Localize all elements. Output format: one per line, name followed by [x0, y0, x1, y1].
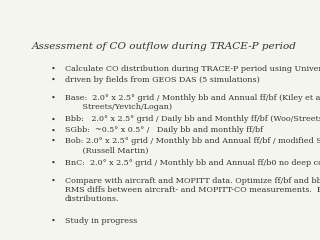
Text: Bob: 2.0° x 2.5° grid / Monthly bb and Annual ff/bf / modified Spivakovsky OH
  : Bob: 2.0° x 2.5° grid / Monthly bb and A… [65, 137, 320, 155]
Text: driven by fields from GEOS DAS (5 simulations): driven by fields from GEOS DAS (5 simula… [65, 76, 260, 84]
Text: SGbb:  ~0.5° x 0.5° /   Daily bb and monthly ff/bf: SGbb: ~0.5° x 0.5° / Daily bb and monthl… [65, 126, 263, 134]
Text: •: • [51, 159, 56, 167]
Text: Compare with aircraft and MOPITT data. Optimize ff/bf and bb sources (minimizing: Compare with aircraft and MOPITT data. O… [65, 177, 320, 204]
Text: Bbb:   2.0° x 2.5° grid / Daily bb and Monthly ff/bf (Woo/Streets/Kiley): Bbb: 2.0° x 2.5° grid / Daily bb and Mon… [65, 115, 320, 123]
Text: •: • [51, 177, 56, 185]
Text: •: • [51, 94, 56, 102]
Text: •: • [51, 115, 56, 123]
Text: •: • [51, 65, 56, 73]
Text: •: • [51, 76, 56, 84]
Text: BnC:  2.0° x 2.5° grid / Monthly bb and Annual ff/b0 no deep convection: BnC: 2.0° x 2.5° grid / Monthly bb and A… [65, 159, 320, 167]
Text: Study in progress: Study in progress [65, 217, 137, 225]
Text: •: • [51, 217, 56, 225]
Text: •: • [51, 126, 56, 134]
Text: •: • [51, 137, 56, 145]
Text: Calculate CO distribution during TRACE-P period using University of Maryland CTM: Calculate CO distribution during TRACE-P… [65, 65, 320, 73]
Text: Base:  2.0° x 2.5° grid / Monthly bb and Annual ff/bf (Kiley et al. based on
   : Base: 2.0° x 2.5° grid / Monthly bb and … [65, 94, 320, 111]
Text: Assessment of CO outflow during TRACE-P period: Assessment of CO outflow during TRACE-P … [32, 42, 296, 51]
